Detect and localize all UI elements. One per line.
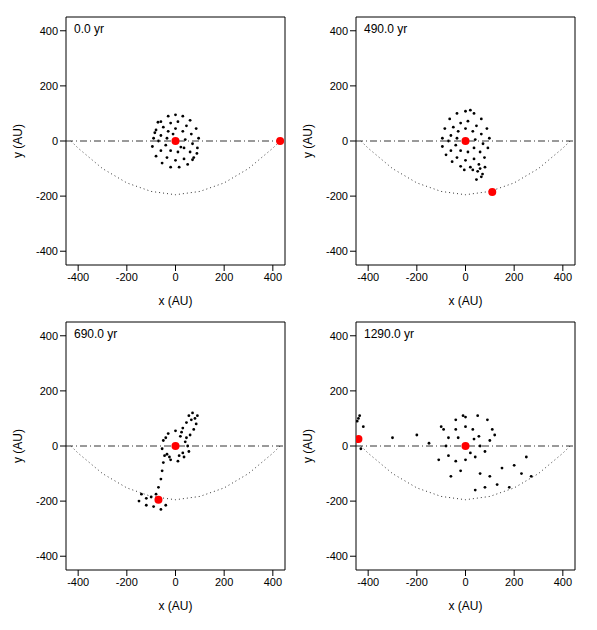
svg-text:-200: -200 [116,271,138,283]
svg-text:400: 400 [264,576,282,588]
svg-text:-200: -200 [36,190,58,202]
svg-text:x (AU): x (AU) [449,294,483,308]
svg-text:0: 0 [342,440,348,452]
svg-text:-400: -400 [357,271,379,283]
svg-text:-200: -200 [116,576,138,588]
svg-text:400: 400 [264,271,282,283]
svg-text:200: 200 [505,576,523,588]
svg-text:-400: -400 [67,576,89,588]
svg-text:x (AU): x (AU) [159,599,193,613]
svg-text:0: 0 [52,135,58,147]
svg-text:-200: -200 [406,271,428,283]
svg-text:400: 400 [40,330,58,342]
svg-text:-400: -400 [326,245,348,257]
svg-text:x (AU): x (AU) [159,294,193,308]
svg-text:-400: -400 [36,245,58,257]
svg-text:-400: -400 [326,550,348,562]
svg-text:y (AU): y (AU) [301,124,315,158]
svg-text:-200: -200 [406,576,428,588]
svg-text:y (AU): y (AU) [11,429,25,463]
html-text:490.0 yr: 490.0 yr [364,22,408,36]
svg-text:200: 200 [330,80,348,92]
svg-text:200: 200 [40,80,58,92]
svg-text:0: 0 [172,271,178,283]
svg-text:0: 0 [172,576,178,588]
svg-text:400: 400 [330,330,348,342]
svg-text:-400: -400 [36,550,58,562]
svg-text:400: 400 [40,25,58,37]
svg-text:200: 200 [505,271,523,283]
svg-text:400: 400 [554,576,572,588]
svg-text:200: 200 [330,385,348,397]
svg-text:200: 200 [40,385,58,397]
svg-text:y (AU): y (AU) [11,124,25,158]
svg-text:-200: -200 [36,495,58,507]
html-text:1290.0 yr: 1290.0 yr [364,327,414,341]
svg-text:-200: -200 [326,190,348,202]
svg-text:0: 0 [462,576,468,588]
svg-text:0: 0 [342,135,348,147]
svg-text:-400: -400 [357,576,379,588]
svg-text:x (AU): x (AU) [449,599,483,613]
svg-text:400: 400 [554,271,572,283]
svg-text:0: 0 [52,440,58,452]
svg-text:-200: -200 [326,495,348,507]
svg-text:y (AU): y (AU) [301,429,315,463]
html-text:0.0 yr: 0.0 yr [74,22,104,36]
svg-text:0: 0 [462,271,468,283]
svg-text:200: 200 [215,271,233,283]
svg-text:-400: -400 [67,271,89,283]
svg-text:400: 400 [330,25,348,37]
html-text:690.0 yr: 690.0 yr [74,327,118,341]
svg-text:200: 200 [215,576,233,588]
